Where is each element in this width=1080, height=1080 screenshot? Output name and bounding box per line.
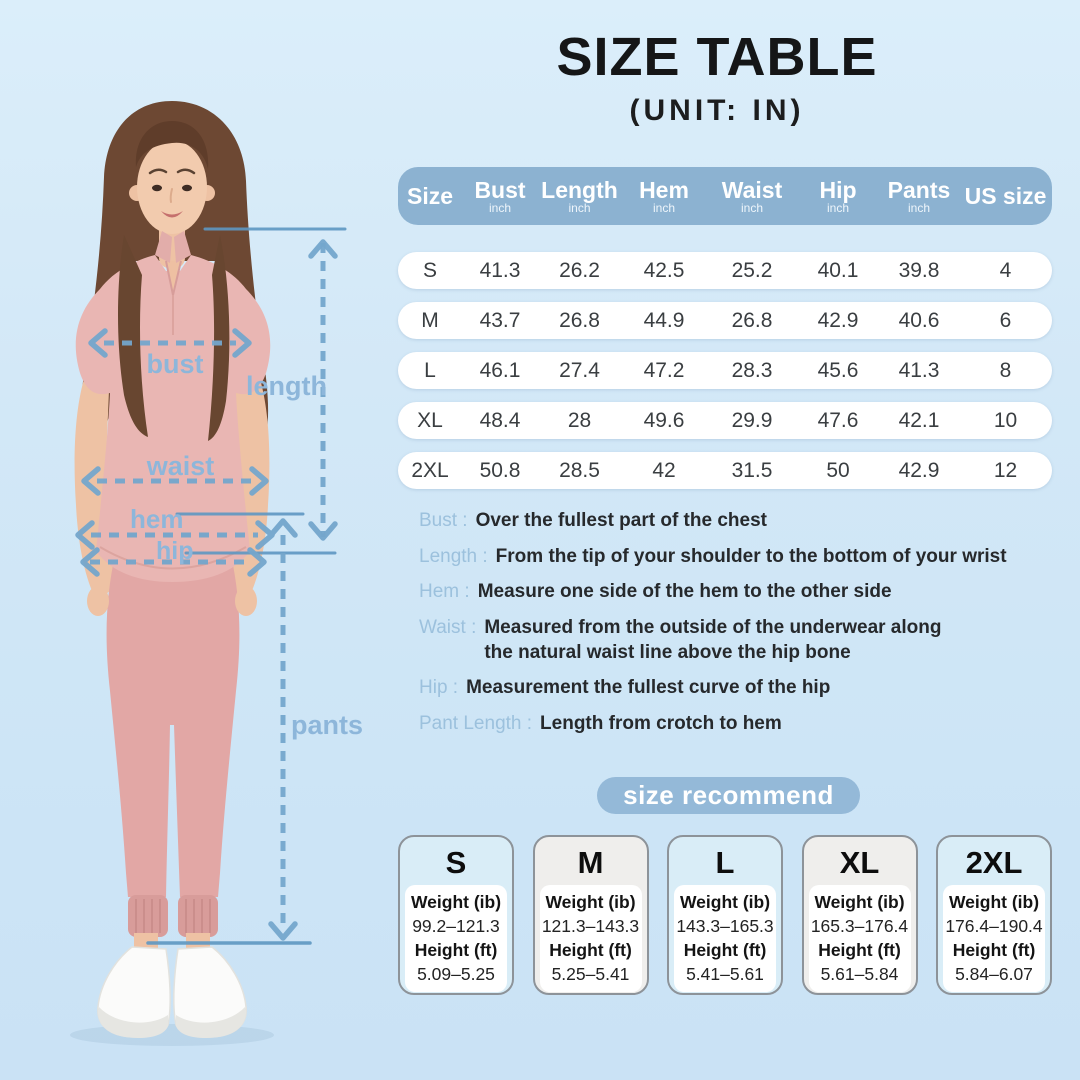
col-pants: Pants inch xyxy=(887,176,951,215)
note-hem: Hem : Measure one side of the hem to the … xyxy=(419,581,892,603)
col-us-size: US size xyxy=(964,182,1047,209)
col-hip: Hip inch xyxy=(819,176,857,215)
note-bust: Bust : Over the fullest part of the chest xyxy=(419,510,767,531)
size-recommend-banner: size recommend xyxy=(597,777,860,814)
hem-label: hem xyxy=(130,504,184,534)
size-card-s: S Weight (ib) 99.2–121.3 Height (ft) 5.0… xyxy=(398,835,514,995)
col-hem: Hem inch xyxy=(639,176,689,215)
pants-label: pants xyxy=(291,710,364,740)
note-waist: Waist : Measured from the outside of the … xyxy=(419,617,942,663)
size-card-xl: XL Weight (ib) 165.3–176.4 Height (ft) 5… xyxy=(801,835,918,995)
note-pant-length: Pant Length : Length from crotch to hem xyxy=(419,713,782,735)
model-photo xyxy=(70,101,274,1046)
size-card-2xl: 2XL Weight (ib) 176.4–190.4 Height (ft) … xyxy=(936,835,1052,995)
table-row-2xl: 2XL 50.8 28.5 42 31.5 50 42.9 12 xyxy=(398,452,1052,489)
bust-label: bust xyxy=(146,349,204,379)
hip-label: hip xyxy=(156,537,194,565)
page-title: SIZE TABLE xyxy=(556,27,878,87)
table-row-l: L 46.1 27.4 47.2 28.3 45.6 41.3 8 xyxy=(398,352,1052,389)
measure-notes: Bust : Over the fullest part of the chest… xyxy=(419,509,1059,748)
size-card-m: M Weight (ib) 121.3–143.3 Height (ft) 5.… xyxy=(532,835,649,995)
waist-label: waist xyxy=(146,451,215,481)
note-length: Length : From the tip of your shoulder to… xyxy=(419,545,1007,567)
col-length: Length inch xyxy=(541,176,618,215)
col-waist: Waist inch xyxy=(721,176,783,215)
size-table-header: Size Bust inch Length inch Hem inch Waist in… xyxy=(398,167,1052,225)
table-row-m: M 43.7 26.8 44.9 26.8 42.9 40.6 6 xyxy=(398,302,1052,339)
size-card-l: L Weight (ib) 143.3–165.3 Height (ft) 5.… xyxy=(667,835,783,995)
col-size: Size xyxy=(406,182,454,209)
table-row-s: S 41.3 26.2 42.5 25.2 40.1 39.8 4 xyxy=(398,252,1052,289)
size-recommend-cards: S Weight (ib) 99.2–121.3 Height (ft) 5.0… xyxy=(398,835,1052,995)
table-row-xl: XL 48.4 28 49.6 29.9 47.6 42.1 10 xyxy=(398,402,1052,439)
length-label: length xyxy=(246,371,327,401)
note-hip: Hip : Measurement the fullest curve of th… xyxy=(419,677,831,699)
page-subtitle: (UNIT: IN) xyxy=(629,94,805,127)
col-bust: Bust inch xyxy=(474,176,526,215)
